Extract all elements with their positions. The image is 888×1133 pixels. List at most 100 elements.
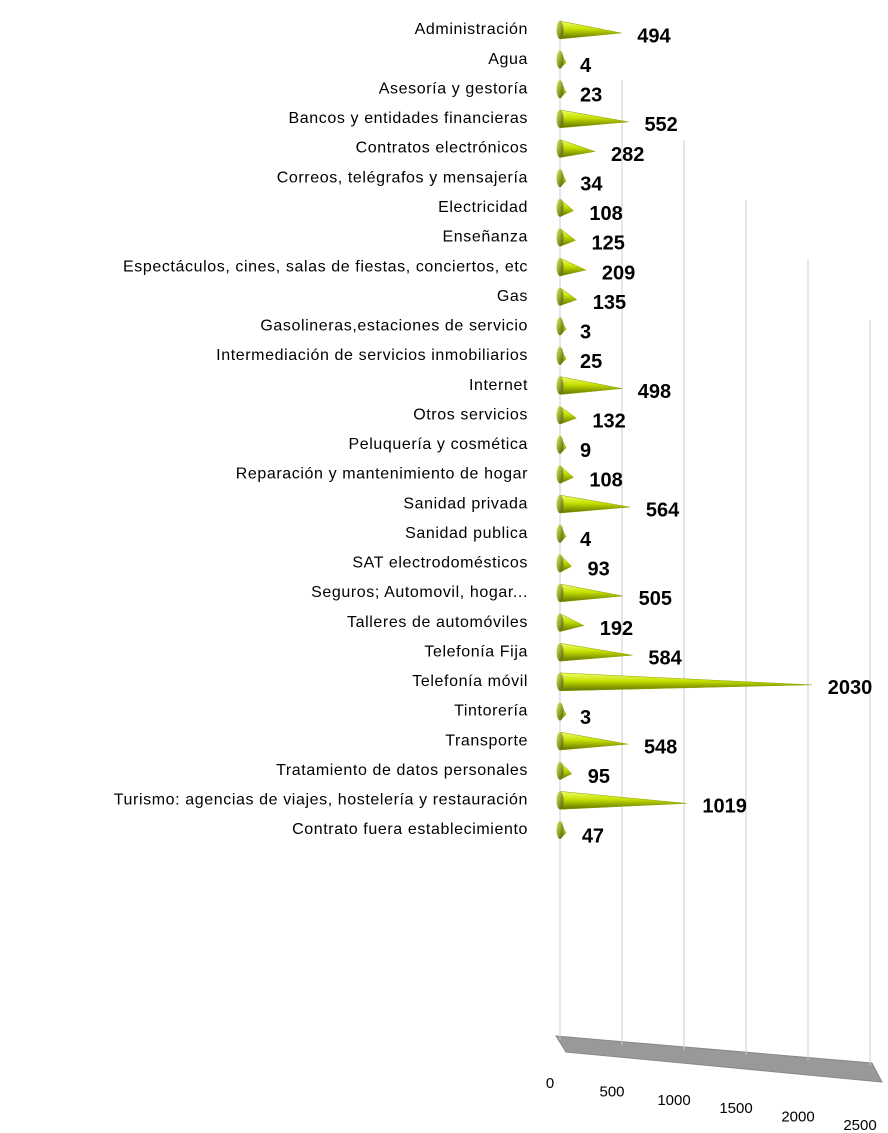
x-tick-label: 1000 xyxy=(657,1092,690,1109)
value-label: 3 xyxy=(580,707,591,729)
cone-base xyxy=(556,821,564,839)
cone-base xyxy=(556,613,564,632)
category-label: SAT electrodomésticos xyxy=(352,555,528,572)
cone-base xyxy=(556,139,564,158)
cone-base xyxy=(556,228,564,247)
category-label: Seguros; Automovil, hogar... xyxy=(311,584,528,601)
category-label: Intermediación de servicios inmobiliario… xyxy=(216,347,528,364)
category-label: Enseñanza xyxy=(443,229,528,246)
value-label: 564 xyxy=(646,499,680,521)
category-label: Contratos electrónicos xyxy=(356,140,528,157)
value-label: 584 xyxy=(648,648,682,670)
cone-base xyxy=(556,465,564,484)
plot-area xyxy=(556,20,812,840)
cone-base xyxy=(556,50,564,69)
category-label: Asesoría y gestoría xyxy=(379,80,528,97)
cone-base xyxy=(556,761,564,780)
cone-base xyxy=(556,495,564,514)
cone-base xyxy=(556,198,564,217)
value-label: 125 xyxy=(592,233,625,255)
category-label: Administración xyxy=(415,21,528,38)
value-label: 108 xyxy=(589,470,622,492)
x-tick-label: 1500 xyxy=(719,1100,752,1117)
category-label: Bancos y entidades financieras xyxy=(289,110,528,127)
cone-base xyxy=(556,406,564,425)
value-label: 282 xyxy=(611,144,644,166)
cone-base xyxy=(556,21,564,39)
value-label: 34 xyxy=(580,173,603,195)
cone xyxy=(559,672,812,692)
value-label: 4 xyxy=(580,55,592,77)
x-tick-label: 0 xyxy=(546,1075,554,1092)
category-label: Gas xyxy=(497,288,528,305)
category-label: Espectáculos, cines, salas de fiestas, c… xyxy=(123,258,528,275)
category-label: Sanidad privada xyxy=(403,495,528,512)
value-label: 47 xyxy=(582,825,604,847)
cone xyxy=(559,731,628,751)
cone-base xyxy=(556,346,564,365)
cone-base xyxy=(556,702,564,721)
x-tick-label: 2500 xyxy=(843,1117,876,1133)
cone-base xyxy=(556,435,564,454)
cone-base xyxy=(556,317,564,336)
value-label: 209 xyxy=(602,262,635,284)
category-label: Internet xyxy=(469,377,528,394)
category-label: Contrato fuera establecimiento xyxy=(292,821,528,838)
value-label: 135 xyxy=(593,292,626,314)
cone-base xyxy=(556,732,564,751)
cone-base xyxy=(556,258,564,277)
cone-base xyxy=(556,672,564,691)
value-label: 192 xyxy=(600,618,633,640)
cone-base xyxy=(556,169,564,188)
cone-base xyxy=(556,791,564,810)
cone-base xyxy=(556,287,564,306)
cone-base xyxy=(556,109,564,128)
category-label: Telefonía móvil xyxy=(412,673,528,690)
category-label: Peluquería y cosmética xyxy=(348,436,528,453)
cone-base xyxy=(556,643,564,662)
category-label: Correos, telégrafos y mensajería xyxy=(277,169,528,186)
category-label: Talleres de automóviles xyxy=(347,614,528,631)
value-label: 108 xyxy=(589,203,622,225)
x-tick-label: 2000 xyxy=(781,1109,814,1126)
cone xyxy=(559,139,596,158)
category-label: Tintorería xyxy=(454,703,528,720)
cone xyxy=(559,791,687,810)
cone xyxy=(559,109,629,129)
category-label: Agua xyxy=(488,51,528,68)
cone xyxy=(559,257,587,277)
value-label: 498 xyxy=(638,381,671,403)
value-label: 25 xyxy=(580,351,602,373)
floor xyxy=(555,1035,883,1083)
cone-base xyxy=(556,376,564,395)
value-label: 93 xyxy=(588,559,610,581)
cone-base xyxy=(556,554,564,573)
category-label: Turismo: agencias de viajes, hostelería … xyxy=(114,792,528,809)
cone xyxy=(559,613,585,632)
value-label: 95 xyxy=(588,766,610,788)
value-label: 494 xyxy=(637,25,671,47)
category-label: Reparación y mantenimiento de hogar xyxy=(236,466,528,483)
category-label: Gasolineras,estaciones de servicio xyxy=(260,318,528,335)
cone xyxy=(559,376,622,395)
category-label: Sanidad publica xyxy=(405,525,528,542)
value-label: 1019 xyxy=(702,796,747,818)
value-label: 9 xyxy=(580,440,591,462)
value-label: 23 xyxy=(580,85,602,107)
category-label: Transporte xyxy=(445,732,528,749)
value-label: 505 xyxy=(639,588,672,610)
category-label: Tratamiento de datos personales xyxy=(276,762,528,779)
cone xyxy=(559,20,622,40)
value-label: 552 xyxy=(644,114,677,136)
grid xyxy=(559,20,871,1065)
value-label: 132 xyxy=(592,410,625,432)
value-label: 3 xyxy=(580,322,591,344)
x-tick-label: 500 xyxy=(599,1083,624,1100)
cone-base xyxy=(556,583,564,602)
cone-base xyxy=(556,524,564,543)
cone xyxy=(559,494,630,514)
category-label: Electricidad xyxy=(438,199,528,216)
category-label: Telefonía Fija xyxy=(424,643,528,660)
value-label: 548 xyxy=(644,736,677,758)
